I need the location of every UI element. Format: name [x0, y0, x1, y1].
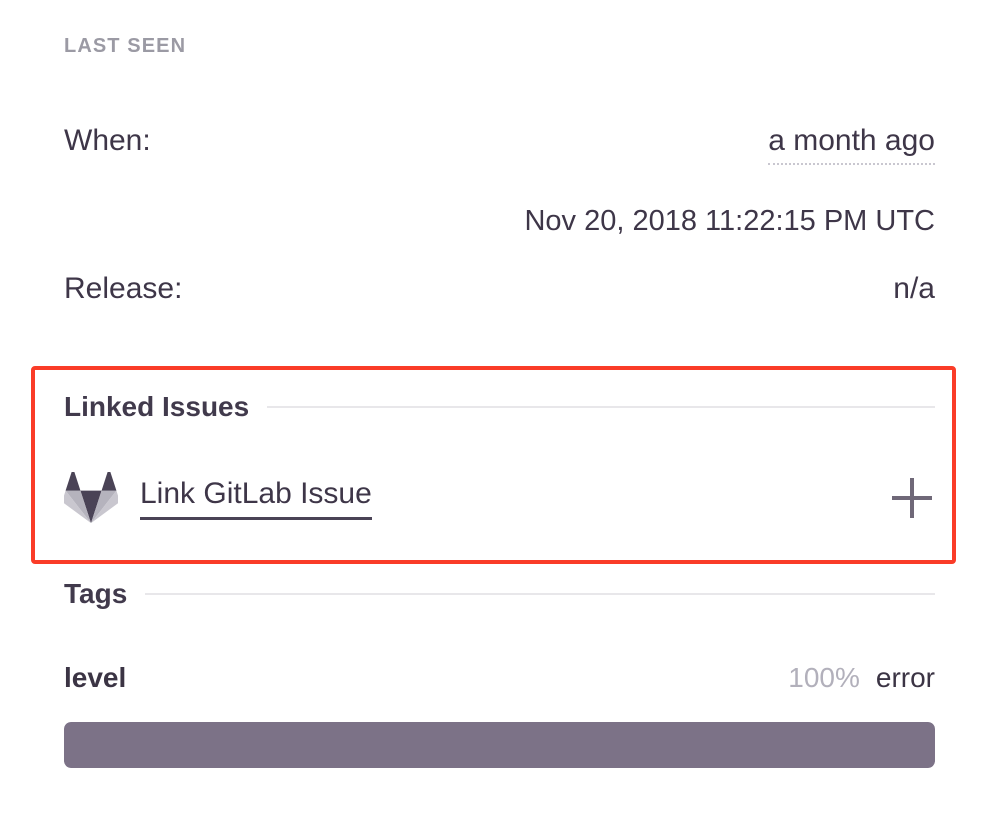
heading-divider [145, 593, 935, 595]
linked-issues-title: Linked Issues [64, 391, 250, 422]
linked-issues-heading: Linked Issues [64, 391, 935, 423]
tag-row[interactable]: level 100% error [64, 662, 935, 694]
tag-top-value[interactable]: error [875, 662, 935, 693]
release-row: Release: n/a [64, 272, 935, 306]
heading-divider [267, 406, 935, 408]
tag-distribution-bar[interactable] [64, 722, 935, 768]
when-absolute-value: Nov 20, 2018 11:22:15 PM UTC [524, 205, 935, 237]
tags-heading: Tags [64, 578, 935, 610]
when-relative-value[interactable]: a month ago [768, 124, 935, 165]
tag-distribution-bar-fill [64, 722, 935, 768]
when-absolute-row: Nov 20, 2018 11:22:15 PM UTC [64, 205, 935, 238]
plus-icon[interactable] [889, 475, 935, 521]
release-value: n/a [893, 272, 935, 305]
release-label: Release: [64, 272, 183, 305]
gitlab-logo-icon [64, 472, 118, 524]
tag-value-group: 100% error [788, 662, 935, 694]
last-seen-section-header: LAST SEEN [64, 35, 187, 57]
link-gitlab-issue-link[interactable]: Link GitLab Issue [140, 477, 372, 520]
tag-name[interactable]: level [64, 662, 127, 693]
tag-percent: 100% [788, 662, 860, 693]
when-row: When: a month ago [64, 124, 935, 165]
tags-title: Tags [64, 578, 128, 609]
when-label: When: [64, 124, 151, 157]
link-gitlab-issue-row[interactable]: Link GitLab Issue [64, 472, 935, 524]
